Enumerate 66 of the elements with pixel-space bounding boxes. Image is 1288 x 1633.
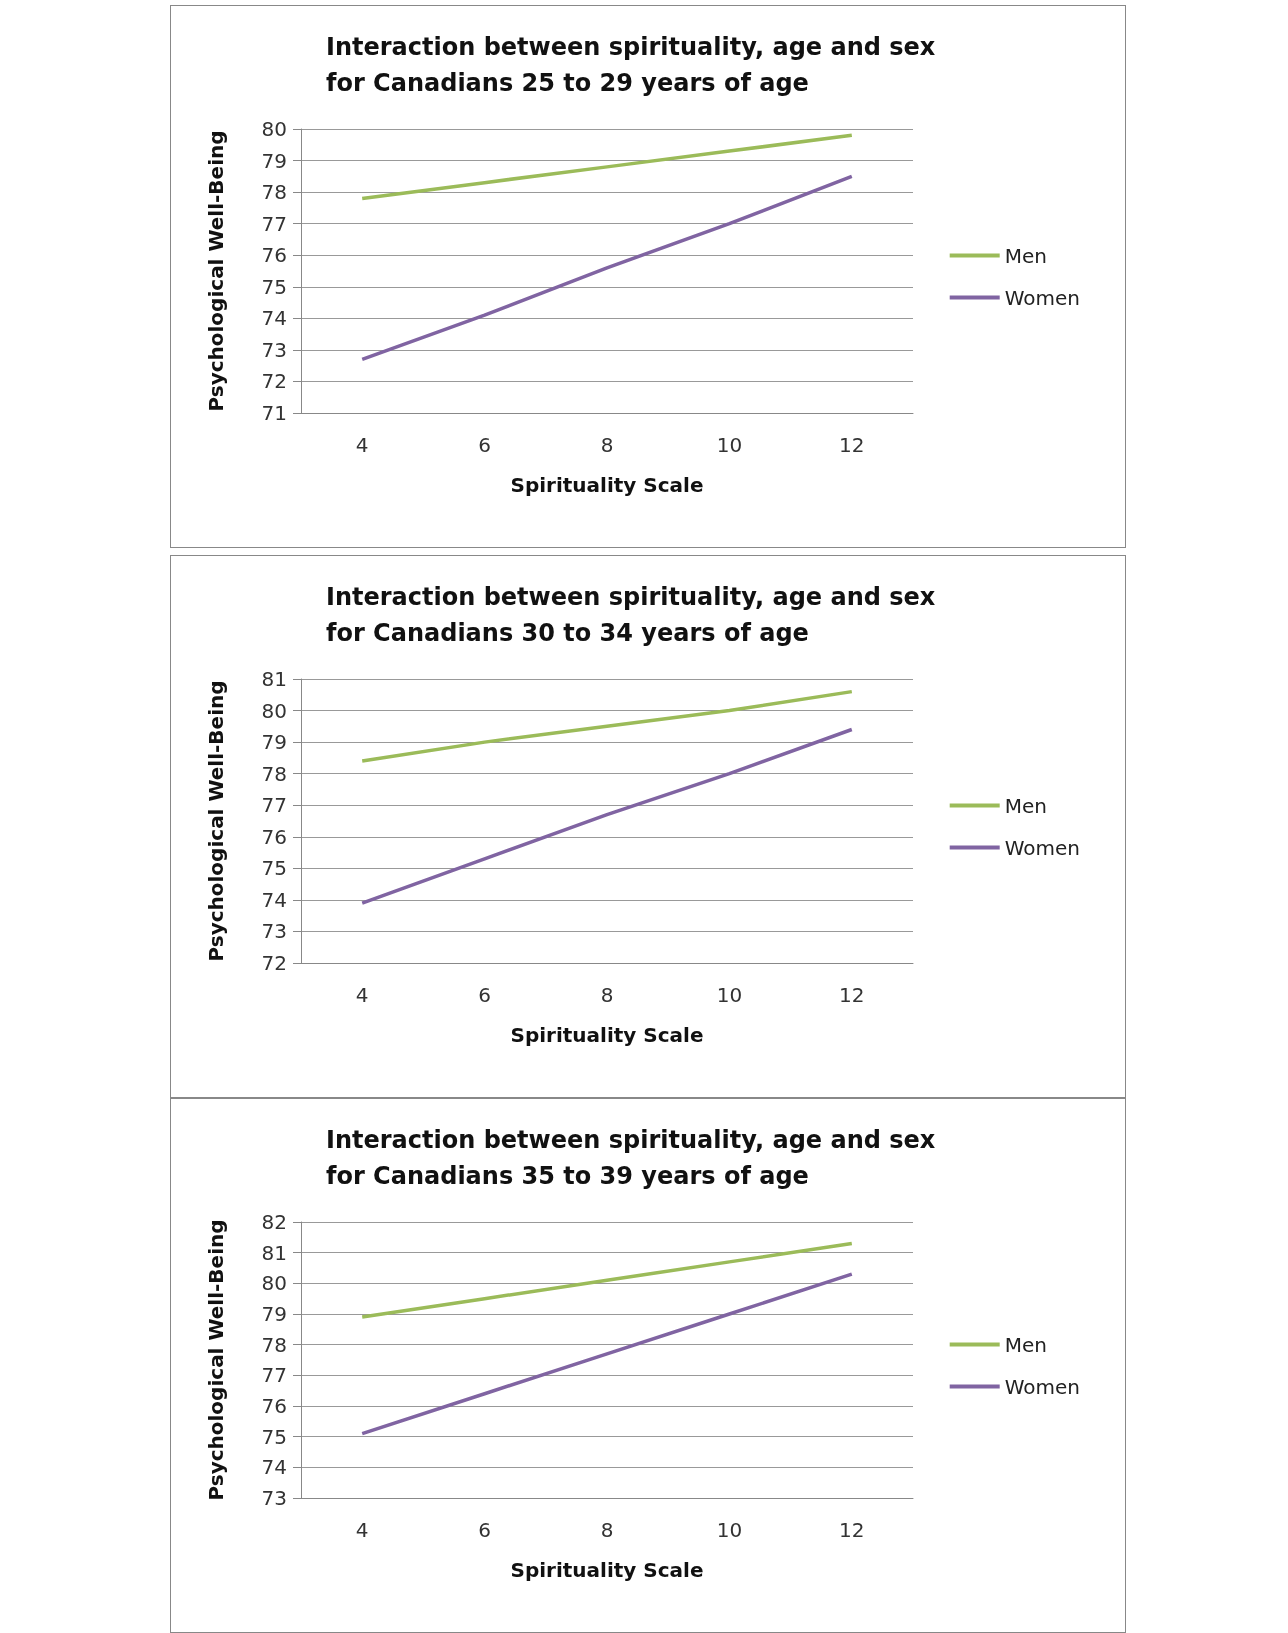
- x-tick-label: 12: [839, 1518, 865, 1542]
- line-series: [360, 133, 854, 201]
- line-series: [360, 689, 854, 763]
- x-tick-label: 10: [716, 1518, 743, 1542]
- y-tick-label: 78: [261, 1332, 287, 1357]
- line-series: [360, 1272, 854, 1436]
- x-tick-label: 6: [478, 983, 491, 1007]
- x-tick-label: 4: [355, 983, 369, 1007]
- y-tick-label: 80: [261, 1271, 287, 1296]
- y-axis-title: Psychological Well-Being: [204, 130, 228, 412]
- y-tick-label: 74: [261, 887, 287, 912]
- y-tick-label: 77: [261, 211, 287, 236]
- x-tick-label: 4: [355, 1518, 369, 1542]
- chart-title: Interaction between spirituality, age and sex for Canadians 25 to 29 years of age: [326, 33, 944, 97]
- y-tick-label: 77: [261, 1363, 287, 1388]
- line-series: [360, 174, 854, 362]
- x-tick-label: 6: [478, 433, 491, 457]
- legend-label: Women: [1004, 285, 1081, 310]
- y-tick-label: 80: [261, 698, 287, 723]
- legend-label: Women: [1004, 1374, 1081, 1399]
- y-tick-label: 72: [261, 369, 287, 394]
- x-tick-label: 4: [355, 433, 369, 457]
- x-tick-label: 8: [600, 983, 614, 1007]
- y-tick-label: 76: [261, 243, 287, 268]
- line-series: [360, 727, 854, 905]
- y-tick-label: 75: [261, 1424, 287, 1449]
- y-tick-label: 81: [261, 1240, 287, 1265]
- x-tick-label: 8: [600, 433, 614, 457]
- x-axis-title: Spirituality Scale: [510, 473, 704, 497]
- y-tick-label: 80: [261, 117, 287, 141]
- y-tick-label: 72: [261, 951, 287, 975]
- y-tick-label: 81: [261, 667, 287, 691]
- legend-label: Men: [1004, 793, 1047, 818]
- y-tick-label: 77: [261, 793, 287, 818]
- x-tick-label: 10: [716, 433, 743, 457]
- y-tick-label: 79: [261, 1302, 287, 1326]
- chart-title: Interaction between spirituality, age and sex for Canadians 35 to 39 years of age: [326, 1126, 944, 1190]
- y-tick-label: 75: [261, 856, 287, 881]
- y-tick-label: 78: [261, 180, 287, 205]
- x-tick-label: 8: [600, 1518, 614, 1542]
- y-tick-label: 76: [261, 1394, 287, 1418]
- y-tick-label: 73: [261, 337, 287, 362]
- y-tick-label: 75: [261, 274, 287, 299]
- x-tick-label: 10: [716, 983, 743, 1007]
- x-tick-label: 12: [839, 433, 865, 457]
- line-series: [360, 1241, 854, 1319]
- y-axis-title: Psychological Well-Being: [204, 680, 228, 962]
- y-tick-label: 79: [261, 148, 287, 173]
- y-tick-label: 79: [261, 730, 287, 755]
- y-tick-label: 73: [261, 919, 287, 944]
- y-tick-label: 73: [261, 1486, 287, 1510]
- y-tick-label: 78: [261, 761, 287, 786]
- x-tick-label: 6: [478, 1518, 491, 1542]
- chart-title: Interaction between spirituality, age and sex for Canadians 30 to 34 years of age: [326, 583, 944, 647]
- y-tick-label: 76: [261, 824, 287, 849]
- x-axis-title: Spirituality Scale: [510, 1558, 704, 1582]
- legend-label: Men: [1004, 1332, 1047, 1357]
- legend-label: Women: [1004, 835, 1081, 860]
- y-tick-label: 74: [261, 1455, 287, 1480]
- x-axis-title: Spirituality Scale: [510, 1023, 704, 1047]
- x-tick-label: 12: [839, 983, 865, 1007]
- y-tick-label: 71: [261, 401, 287, 425]
- y-tick-label: 74: [261, 306, 287, 331]
- y-axis-title: Psychological Well-Being: [204, 1219, 228, 1501]
- y-tick-label: 82: [261, 1210, 287, 1234]
- legend-label: Men: [1004, 243, 1047, 268]
